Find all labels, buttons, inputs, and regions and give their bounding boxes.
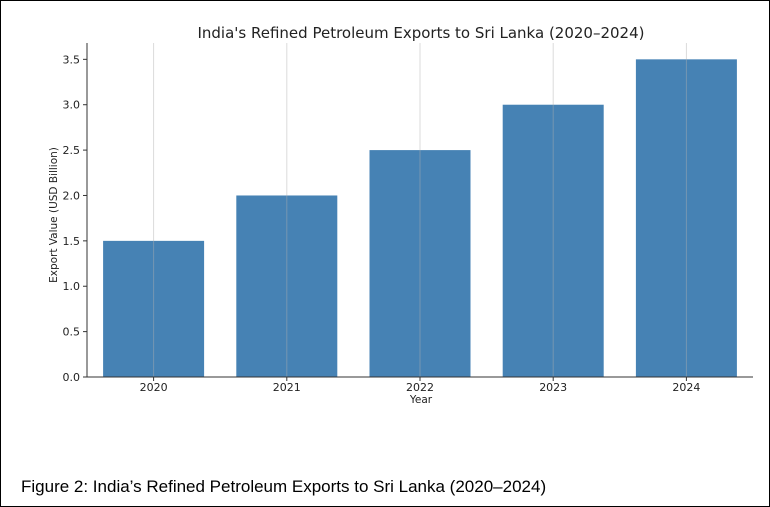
y-tick-label-2.0: 2.0 — [63, 189, 81, 202]
bar-2022 — [369, 150, 471, 377]
y-tick-label-2.5: 2.5 — [63, 144, 81, 157]
y-tick-label-1.5: 1.5 — [63, 235, 81, 248]
bar-2020 — [103, 240, 205, 377]
figure-caption: Figure 2: India’s Refined Petroleum Expo… — [21, 477, 547, 496]
bars-layer — [103, 59, 737, 378]
x-tick-label-2024: 2024 — [672, 381, 700, 394]
axes-layer: 0.0 0.5 1.0 1.5 2.0 2.5 3.0 3.5 2020 2021 2022 2023… — [63, 43, 753, 394]
bar-2023 — [502, 104, 604, 377]
y-tick-label-0.5: 0.5 — [63, 326, 81, 339]
y-tick-label-1.0: 1.0 — [63, 280, 81, 293]
bar-2024 — [635, 59, 737, 378]
y-tick-label-0.0: 0.0 — [63, 371, 81, 384]
bar-2021 — [236, 195, 338, 377]
chart-title: India's Refined Petroleum Exports to Sri… — [197, 24, 644, 42]
y-tick-label-3.0: 3.0 — [63, 99, 81, 112]
y-tick-label-3.5: 3.5 — [63, 53, 81, 66]
x-tick-label-2023: 2023 — [539, 381, 567, 394]
x-tick-label-2020: 2020 — [140, 381, 168, 394]
x-tick-label-2022: 2022 — [406, 381, 434, 394]
bar-chart: 0.0 0.5 1.0 1.5 2.0 2.5 3.0 3.5 2020 2021 2022 2023… — [48, 24, 753, 406]
x-tick-label-2021: 2021 — [273, 381, 301, 394]
y-axis-label: Export Value (USD Billion) — [48, 147, 60, 283]
x-axis-label: Year — [409, 394, 433, 406]
